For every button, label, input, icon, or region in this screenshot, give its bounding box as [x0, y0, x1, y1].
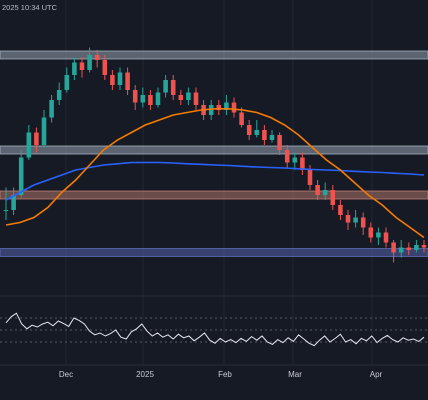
candle-body: [186, 92, 191, 100]
indicator-line: [5, 312, 425, 347]
candle-body: [163, 80, 168, 93]
candle-body: [18, 157, 24, 195]
candle-body: [391, 242, 396, 253]
candle-body: [284, 150, 290, 163]
candle-body: [322, 190, 328, 195]
candle-body: [34, 132, 39, 145]
zone-resistance: [0, 50, 428, 60]
zone-mid: [0, 145, 428, 155]
price-zones: [0, 50, 428, 257]
candle-body: [208, 105, 214, 115]
x-tick-label: 2025: [136, 370, 154, 379]
candle-body: [216, 105, 222, 110]
candle-body: [125, 72, 130, 90]
candle-body: [353, 217, 358, 223]
indicator-pane: [0, 312, 428, 347]
candle-body: [376, 232, 381, 238]
zone-support-blue: [0, 248, 428, 257]
grid-lines: [65, 0, 373, 365]
candle-body: [398, 247, 404, 253]
candle-body: [414, 245, 419, 250]
candle-body: [300, 157, 305, 170]
candle-body: [148, 95, 153, 105]
candle-body: [64, 75, 70, 90]
candle-body: [79, 62, 85, 70]
candle-body: [246, 125, 252, 135]
candle-body: [254, 130, 260, 135]
x-tick-label: Mar: [288, 370, 302, 379]
candle-body: [41, 117, 47, 145]
candle-body: [292, 157, 298, 163]
candle-body: [155, 92, 161, 105]
candle-body: [26, 132, 32, 158]
candle-body: [231, 102, 237, 113]
candle-body: [140, 95, 146, 103]
candle-body: [102, 60, 108, 75]
candle-body: [87, 55, 92, 70]
candle-body: [330, 190, 336, 205]
candle-body: [269, 135, 275, 140]
candle-body: [338, 205, 343, 215]
candle-body: [170, 80, 176, 95]
candle-body: [3, 210, 9, 211]
candle-body: [72, 62, 77, 75]
candle-body: [345, 215, 351, 223]
candle-body: [178, 95, 184, 100]
candle-body: [110, 75, 115, 85]
candle-body: [117, 72, 123, 85]
candle-body: [132, 90, 138, 103]
candle-body: [368, 227, 374, 238]
candle-body: [94, 55, 100, 60]
moving-averages: [5, 108, 425, 239]
x-tick-label: Feb: [218, 370, 232, 379]
candle-body: [224, 102, 229, 110]
ma-fast-line: [5, 108, 425, 239]
candle-body: [406, 247, 412, 250]
candle-body: [315, 185, 320, 195]
candle-body: [277, 135, 282, 150]
candlestick-series: [3, 47, 427, 263]
ma-slow-line: [5, 161, 425, 201]
candle-body: [307, 170, 313, 185]
candle-body: [239, 112, 244, 125]
candle-body: [11, 195, 16, 210]
zone-support-orange: [0, 190, 428, 200]
candle-body: [49, 100, 54, 118]
candle-body: [360, 217, 366, 228]
candle-body: [56, 90, 62, 100]
x-tick-label: Apr: [370, 370, 383, 379]
x-tick-label: Dec: [59, 370, 73, 379]
timestamp-label: 2025 10:34 UTC: [2, 3, 58, 12]
candle-body: [193, 92, 199, 105]
candle-body: [421, 245, 427, 248]
candle-body: [262, 130, 267, 140]
candle-body: [383, 232, 389, 243]
time-axis: Dec 2025 Feb Mar Apr: [59, 370, 383, 379]
